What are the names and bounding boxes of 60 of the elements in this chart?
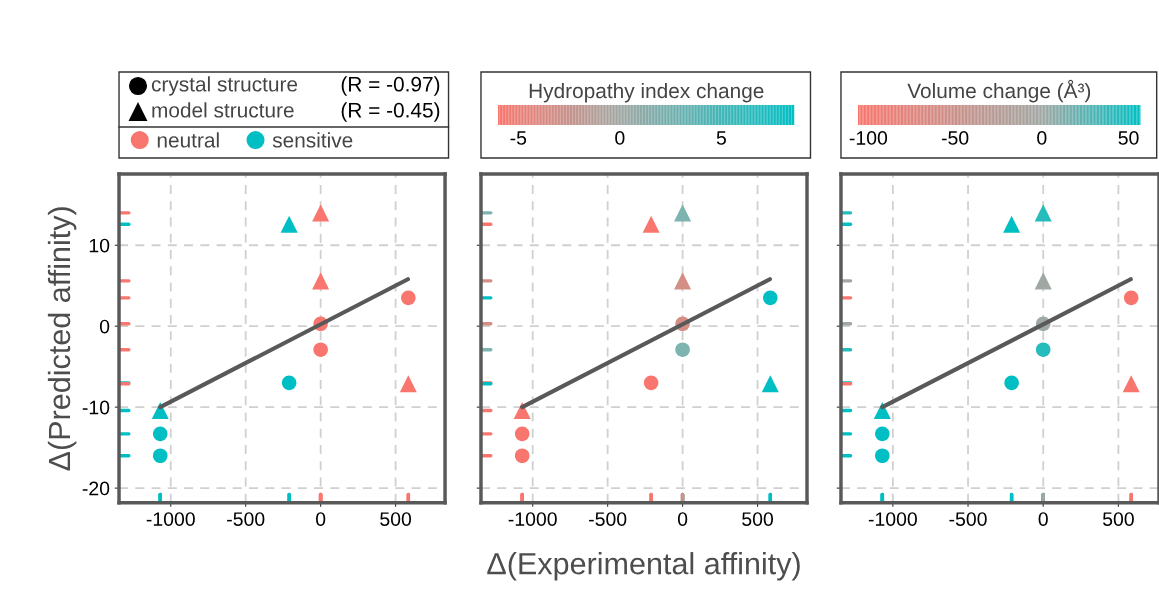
x-tick-label: 0	[677, 512, 688, 526]
point	[312, 204, 330, 222]
point	[875, 426, 890, 442]
x-tick-label: 0	[315, 512, 326, 526]
y-tick-label: 10	[89, 238, 110, 253]
point	[674, 272, 692, 290]
text: model structure	[152, 102, 294, 118]
y-tick-label: 0	[99, 319, 110, 334]
point	[1123, 290, 1139, 306]
x-tick-label: 500	[1102, 512, 1134, 526]
color-bar-label: 50	[1118, 131, 1139, 145]
point	[514, 448, 530, 464]
x-tick-label: 500	[380, 512, 412, 526]
text: (R = -0.45)	[341, 102, 440, 122]
x-tick-label: -500	[949, 512, 987, 526]
color-bar-label: -100	[849, 131, 888, 145]
x-tick-label: 500	[742, 512, 774, 526]
point	[1003, 215, 1021, 233]
x-tick-label: -500	[227, 512, 265, 526]
color-bar-label: 5	[716, 131, 726, 145]
color-bar-label: -5	[510, 131, 527, 145]
y-axis-title: Δ(Predicted affinity)	[47, 207, 77, 471]
point	[1122, 375, 1140, 393]
point	[152, 426, 168, 442]
text: (R = -0.97)	[341, 76, 440, 96]
point	[761, 375, 779, 393]
point	[643, 375, 659, 391]
x-tick-label: -1000	[868, 512, 917, 526]
point	[152, 448, 168, 464]
point	[1004, 375, 1019, 391]
legend-label: sensitive	[272, 132, 353, 148]
point	[1035, 342, 1051, 357]
point	[763, 290, 778, 306]
point	[675, 342, 690, 357]
point	[674, 204, 692, 222]
text: crystal structure	[151, 76, 298, 96]
legend-label: neutral	[157, 132, 219, 148]
point	[281, 375, 297, 391]
point	[514, 426, 530, 442]
point	[1034, 204, 1052, 222]
color-bar-label: -50	[941, 131, 969, 145]
y-tick-label: -20	[82, 481, 110, 496]
x-axis-title: Δ(Experimental affinity)	[487, 552, 800, 581]
color-bar-label: 0	[615, 131, 625, 145]
x-tick-label: 0	[1038, 512, 1048, 526]
point	[1034, 272, 1052, 290]
point	[280, 215, 298, 233]
point	[401, 290, 416, 306]
point	[875, 448, 890, 464]
point	[312, 272, 330, 290]
x-tick-label: -1000	[508, 512, 557, 526]
point	[313, 342, 328, 357]
color-bar-title: Hydropathy index change	[529, 82, 764, 103]
point	[642, 215, 660, 233]
color-bar-label: 0	[1037, 131, 1047, 145]
point	[399, 375, 417, 393]
x-tick-label: -1000	[146, 512, 195, 526]
color-bar-title: Volume change (Å³)	[907, 79, 1091, 103]
y-tick-label: -10	[82, 400, 110, 415]
x-tick-label: -500	[589, 512, 627, 526]
